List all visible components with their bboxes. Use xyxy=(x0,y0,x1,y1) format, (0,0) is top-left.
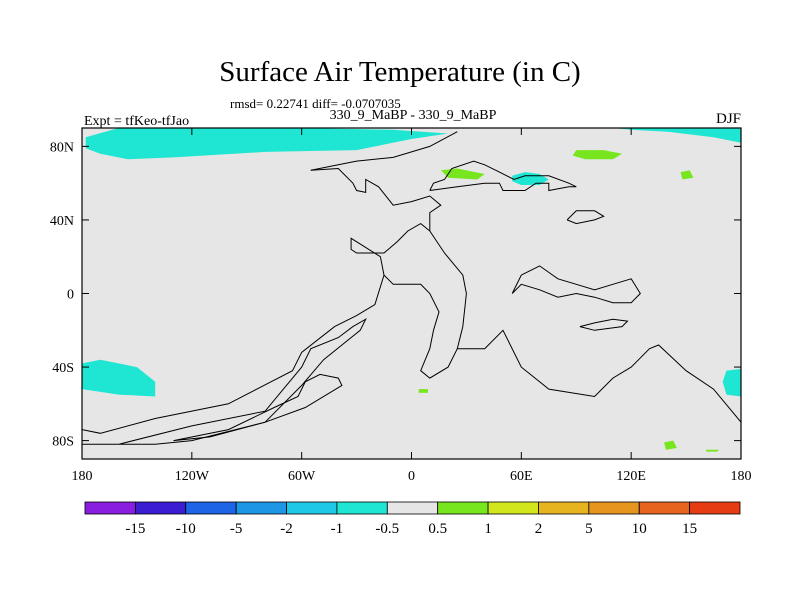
coastline-9 xyxy=(579,318,629,331)
colorbar-label: -0.5 xyxy=(375,521,399,537)
colorbar-swatch xyxy=(235,501,287,515)
coastline-8 xyxy=(566,210,605,225)
coastline-3 xyxy=(173,373,343,442)
anomaly-region-arctic-east xyxy=(612,128,741,143)
anomaly-region-pacific-north xyxy=(572,150,622,160)
season-label: DJF xyxy=(715,111,741,127)
anomaly-region-north-africa-green xyxy=(440,168,485,180)
colorbar-label: 5 xyxy=(585,521,593,537)
experiment-label: Expt = tfKeo-tfJao xyxy=(84,114,190,129)
anomaly-region-southern-ocean-east xyxy=(722,368,741,397)
colorbar-label: 1 xyxy=(484,521,492,537)
x-tick-label: 0 xyxy=(408,469,415,484)
x-tick-label: 180 xyxy=(731,469,752,484)
y-tick-label: 80S xyxy=(52,435,74,450)
x-tick-label: 60W xyxy=(288,469,316,484)
plot-background xyxy=(82,128,741,459)
y-tick-label: 40S xyxy=(52,361,74,376)
colorbar-swatch xyxy=(185,501,237,515)
x-tick-label: 180 xyxy=(72,469,93,484)
colorbar-swatch xyxy=(437,501,489,515)
y-tick-label: 80N xyxy=(50,140,74,155)
anomaly-region-antarctic-green xyxy=(664,440,677,450)
colorbar-swatch xyxy=(286,501,338,515)
stats-line: rmsd= 0.22741 diff= -0.0707035 xyxy=(230,96,401,111)
x-tick-label: 120E xyxy=(616,469,646,484)
colorbar-swatch xyxy=(638,501,691,515)
colorbar-label: 0.5 xyxy=(428,521,447,537)
plot-area xyxy=(82,128,741,459)
anomaly-region-southern-ocean-west xyxy=(82,359,156,397)
colorbar-label: 2 xyxy=(535,521,543,537)
colorbar-swatch xyxy=(538,501,590,515)
colorbar-swatch xyxy=(386,501,439,515)
colorbar: -15 -10 -5 -2 -1 -0.5 0.5 1 2 5 10 15 xyxy=(84,501,741,537)
colorbar-swatch xyxy=(487,501,539,515)
coastline-4 xyxy=(429,160,577,192)
colorbar-swatch xyxy=(84,501,136,515)
colorbar-swatch xyxy=(588,501,640,515)
anomaly-region-antarctic-green-small xyxy=(706,449,719,452)
chart-title: Surface Air Temperature (in C) xyxy=(219,56,581,88)
colorbar-label: -10 xyxy=(176,521,196,537)
colorbar-swatch xyxy=(336,501,388,515)
colorbar-label: -1 xyxy=(331,521,344,537)
colorbar-label: 15 xyxy=(682,521,697,537)
coastline-7 xyxy=(511,265,641,304)
colorbar-swatch xyxy=(689,501,741,515)
axes: 180 120W 60W 0 60E 120E 180 80N 40N 0 40S 80S xyxy=(50,127,752,484)
coastline-0 xyxy=(82,167,442,434)
y-tick-label: 0 xyxy=(67,288,74,303)
anomaly-region-arctic-band xyxy=(85,128,449,160)
y-tick-label: 40N xyxy=(50,214,74,229)
colorbar-label: -5 xyxy=(230,521,243,537)
x-tick-label: 120W xyxy=(175,469,210,484)
anomaly-region-ocean-speck xyxy=(418,389,428,393)
coastline-1 xyxy=(310,131,458,171)
coastline-5 xyxy=(383,230,467,379)
coastline-6 xyxy=(457,329,741,423)
colorbar-label: -15 xyxy=(125,521,145,537)
chart-subtitle: 330_9_MaBP - 330_9_MaBP xyxy=(329,108,497,123)
anomaly-region-north-pacific-green xyxy=(680,170,694,180)
colorbar-swatch xyxy=(134,501,187,515)
colorbar-label: -2 xyxy=(280,521,293,537)
colorbar-label: 10 xyxy=(632,521,647,537)
x-tick-label: 60E xyxy=(510,469,533,484)
